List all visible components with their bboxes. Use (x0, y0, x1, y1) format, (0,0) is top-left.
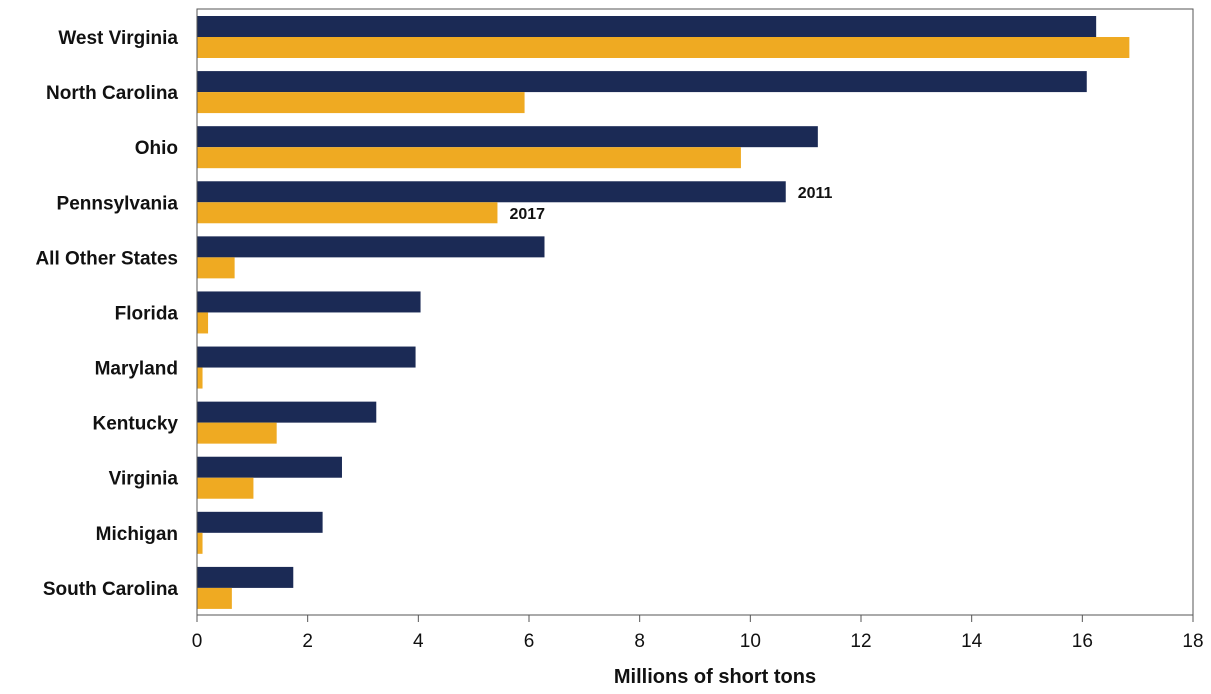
bar-pennsylvania-2011 (197, 181, 786, 203)
bar-pennsylvania-2017 (197, 202, 498, 224)
bar-virginia-2017 (197, 477, 254, 499)
bar-virginia-2011 (197, 456, 342, 478)
bar-west-virginia-2011 (197, 16, 1097, 37)
x-tick-label-16: 16 (1072, 631, 1093, 652)
bar-all-other-states-2017 (197, 257, 235, 279)
bar-ohio-2017 (197, 147, 741, 169)
category-label-virginia: Virginia (109, 469, 179, 490)
bar-west-virginia-2017 (197, 37, 1130, 58)
x-tick-label-8: 8 (634, 631, 645, 652)
category-label-michigan: Michigan (96, 524, 178, 545)
category-label-kentucky: Kentucky (92, 414, 178, 435)
category-label-ohio: Ohio (135, 138, 178, 159)
bar-maryland-2017 (197, 367, 203, 389)
series-label-2017: 2017 (509, 206, 545, 223)
bar-south-carolina-2011 (197, 566, 294, 588)
category-label-florida: Florida (115, 303, 179, 324)
x-tick-label-10: 10 (740, 631, 761, 652)
category-label-north-carolina: North Carolina (46, 83, 178, 104)
category-label-south-carolina: South Carolina (43, 579, 179, 600)
x-axis-title: Millions of short tons (614, 666, 816, 688)
category-label-pennsylvania: Pennsylvania (57, 193, 179, 214)
bar-michigan-2011 (197, 511, 323, 533)
bar-florida-2011 (197, 291, 421, 313)
x-tick-label-18: 18 (1182, 631, 1203, 652)
x-tick-label-0: 0 (192, 631, 203, 652)
bars-layer (197, 16, 1130, 609)
bar-all-other-states-2011 (197, 236, 545, 258)
bar-florida-2017 (197, 312, 209, 334)
bar-north-carolina-2017 (197, 92, 525, 114)
x-axis: 0 2 4 6 8 10 12 14 16 18 (192, 8, 1204, 652)
bar-maryland-2011 (197, 346, 416, 368)
bar-ohio-2011 (197, 126, 818, 148)
x-tick-label-12: 12 (850, 631, 871, 652)
category-label-west-virginia: West Virginia (58, 28, 178, 49)
bar-kentucky-2011 (197, 401, 377, 423)
bar-michigan-2017 (197, 532, 203, 554)
bar-south-carolina-2017 (197, 587, 232, 609)
category-label-maryland: Maryland (95, 359, 178, 380)
series-label-2011: 2011 (798, 185, 833, 202)
x-tick-label-14: 14 (961, 631, 983, 652)
category-label-all-other-states: All Other States (35, 248, 178, 269)
bar-north-carolina-2011 (197, 71, 1087, 93)
x-tick-label-2: 2 (302, 631, 313, 652)
x-tick-label-6: 6 (524, 631, 535, 652)
plot-area-border (196, 8, 1194, 616)
bar-kentucky-2017 (197, 422, 277, 444)
category-labels: West Virginia North Carolina Ohio 2011 2017 P… (35, 28, 832, 600)
x-tick-label-4: 4 (413, 631, 424, 652)
